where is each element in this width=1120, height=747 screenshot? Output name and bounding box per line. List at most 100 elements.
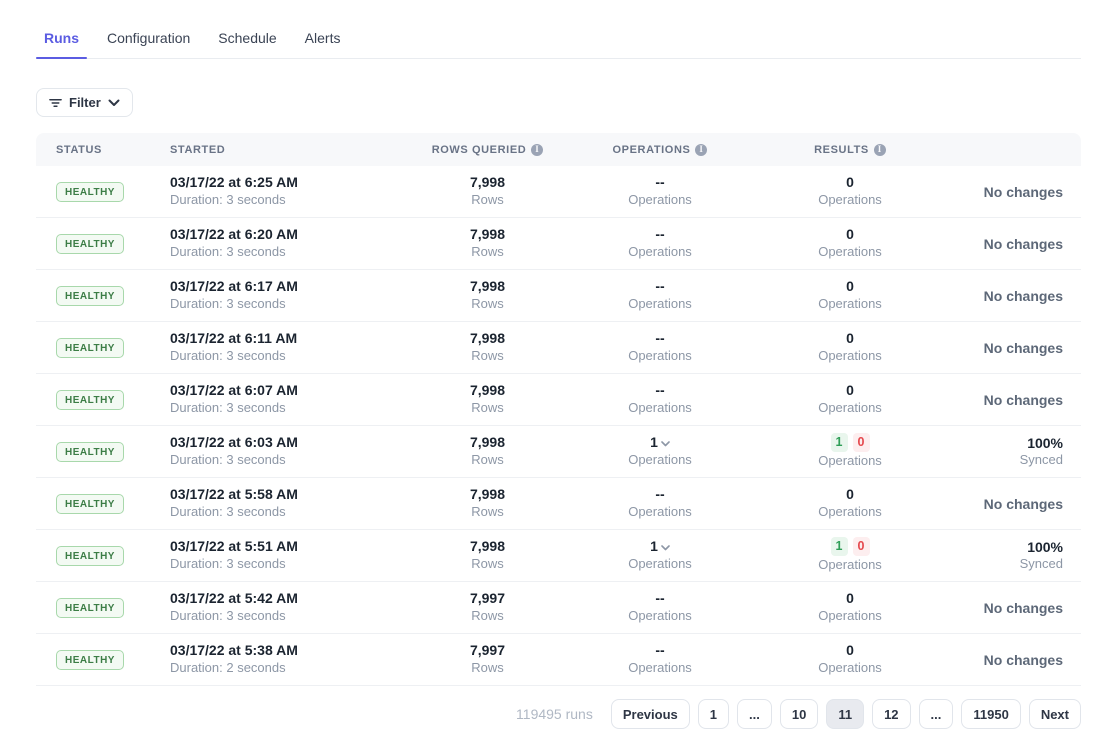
status-cell: HEALTHY	[36, 233, 170, 254]
operations-label: Operations	[628, 452, 692, 468]
results-label: Operations	[818, 556, 882, 572]
status-badge: HEALTHY	[56, 597, 124, 618]
column-header-label: Status	[56, 143, 102, 156]
rows-queried-cell: 7,998 Rows	[420, 278, 555, 313]
summary-cell: 100% Synced	[935, 435, 1081, 469]
column-header-started: Started	[170, 144, 420, 156]
run-started-time: 03/17/22 at 6:07 AM	[170, 381, 298, 398]
results-badges: 1 0	[830, 433, 870, 452]
operations-label: Operations	[628, 348, 692, 364]
page-button-11[interactable]: 11	[826, 699, 865, 729]
operations-cell: -- Operations	[555, 642, 765, 677]
started-cell: 03/17/22 at 5:51 AM Duration: 3 seconds	[170, 538, 420, 573]
chevron-down-icon	[108, 99, 120, 107]
results-success-badge: 1	[830, 433, 848, 452]
summary-value: No changes	[983, 495, 1063, 512]
status-cell: HEALTHY	[36, 493, 170, 514]
results-cell: 0 Operations	[765, 642, 935, 677]
results-failed-badge: 0	[852, 433, 870, 452]
rows-queried-cell: 7,998 Rows	[420, 434, 555, 469]
summary-sub: Synced	[1019, 555, 1063, 571]
table-row[interactable]: HEALTHY 03/17/22 at 5:42 AM Duration: 3 …	[36, 582, 1081, 634]
results-cell: 0 Operations	[765, 226, 935, 261]
table-row[interactable]: HEALTHY 03/17/22 at 6:17 AM Duration: 3 …	[36, 270, 1081, 322]
summary-cell: No changes	[935, 184, 1081, 200]
results-value: 0	[846, 589, 854, 606]
status-badge: HEALTHY	[56, 233, 124, 254]
table-row[interactable]: HEALTHY 03/17/22 at 6:20 AM Duration: 3 …	[36, 218, 1081, 270]
results-cell: 0 Operations	[765, 278, 935, 313]
status-badge: HEALTHY	[56, 493, 124, 514]
filter-label: Filter	[69, 95, 101, 110]
page-button-12[interactable]: 12	[872, 699, 911, 729]
results-success-badge: 1	[830, 537, 848, 556]
rows-queried-value: 7,997	[469, 589, 506, 606]
operations-value: --	[655, 173, 665, 190]
summary-value: 100%	[1027, 538, 1063, 555]
table-row[interactable]: HEALTHY 03/17/22 at 6:07 AM Duration: 3 …	[36, 374, 1081, 426]
table-row[interactable]: HEALTHY 03/17/22 at 5:38 AM Duration: 2 …	[36, 634, 1081, 686]
status-badge: HEALTHY	[56, 337, 124, 358]
results-label: Operations	[818, 296, 882, 312]
column-header-label: Operations	[612, 143, 691, 156]
status-cell: HEALTHY	[36, 649, 170, 670]
summary-value: No changes	[983, 183, 1063, 200]
summary-cell: No changes	[935, 288, 1081, 304]
status-cell: HEALTHY	[36, 285, 170, 306]
results-value: 0	[846, 381, 854, 398]
tab-configuration[interactable]: Configuration	[107, 30, 191, 46]
rows-queried-label: Rows	[471, 504, 504, 520]
operations-label: Operations	[628, 244, 692, 260]
info-icon[interactable]: i	[695, 143, 708, 156]
summary-value: No changes	[983, 651, 1063, 668]
table-row[interactable]: HEALTHY 03/17/22 at 6:03 AM Duration: 3 …	[36, 426, 1081, 478]
info-icon[interactable]: i	[531, 143, 544, 156]
summary-cell: No changes	[935, 340, 1081, 356]
rows-queried-value: 7,998	[469, 485, 506, 502]
operations-value: --	[655, 589, 665, 606]
status-cell: HEALTHY	[36, 181, 170, 202]
operations-cell: -- Operations	[555, 590, 765, 625]
summary-cell: No changes	[935, 236, 1081, 252]
run-duration: Duration: 3 seconds	[170, 504, 286, 520]
results-cell: 0 Operations	[765, 382, 935, 417]
page-button-11950[interactable]: 11950	[961, 699, 1021, 729]
run-duration: Duration: 3 seconds	[170, 192, 286, 208]
tab-alerts[interactable]: Alerts	[304, 30, 341, 46]
results-cell: 0 Operations	[765, 174, 935, 209]
tab-schedule[interactable]: Schedule	[218, 30, 277, 46]
runs-table: Status Started Rows queried i Operations i Res…	[36, 133, 1081, 686]
status-badge: HEALTHY	[56, 181, 124, 202]
results-badges: 1 0	[830, 537, 870, 556]
results-label: Operations	[818, 608, 882, 624]
rows-queried-cell: 7,998 Rows	[420, 226, 555, 261]
page-button-next[interactable]: Next	[1028, 699, 1081, 729]
operations-label: Operations	[628, 400, 692, 416]
rows-queried-value: 7,998	[469, 277, 506, 294]
chevron-down-icon[interactable]	[661, 434, 670, 452]
filter-button[interactable]: Filter	[36, 88, 133, 117]
tab-runs[interactable]: Runs	[36, 24, 87, 59]
status-cell: HEALTHY	[36, 441, 170, 462]
status-badge: HEALTHY	[56, 649, 124, 670]
info-icon[interactable]: i	[873, 143, 886, 156]
table-row[interactable]: HEALTHY 03/17/22 at 6:11 AM Duration: 3 …	[36, 322, 1081, 374]
table-row[interactable]: HEALTHY 03/17/22 at 5:58 AM Duration: 3 …	[36, 478, 1081, 530]
table-row[interactable]: HEALTHY 03/17/22 at 6:25 AM Duration: 3 …	[36, 166, 1081, 218]
table-header-row: Status Started Rows queried i Operations i Res…	[36, 133, 1081, 166]
page-button-10[interactable]: 10	[779, 699, 819, 729]
page-button-...[interactable]: ...	[737, 699, 772, 729]
results-cell: 0 Operations	[765, 330, 935, 365]
summary-cell: 100% Synced	[935, 539, 1081, 573]
run-started-time: 03/17/22 at 6:25 AM	[170, 173, 298, 190]
operations-cell: -- Operations	[555, 278, 765, 313]
chevron-down-icon[interactable]	[661, 538, 670, 556]
rows-queried-cell: 7,997 Rows	[420, 642, 555, 677]
results-cell: 1 0 Operations	[765, 433, 935, 469]
table-row[interactable]: HEALTHY 03/17/22 at 5:51 AM Duration: 3 …	[36, 530, 1081, 582]
page-button-...[interactable]: ...	[918, 699, 954, 729]
page-button-previous[interactable]: Previous	[610, 699, 690, 729]
results-value: 0	[846, 329, 854, 346]
page-button-1[interactable]: 1	[697, 699, 729, 729]
results-label: Operations	[818, 244, 882, 260]
